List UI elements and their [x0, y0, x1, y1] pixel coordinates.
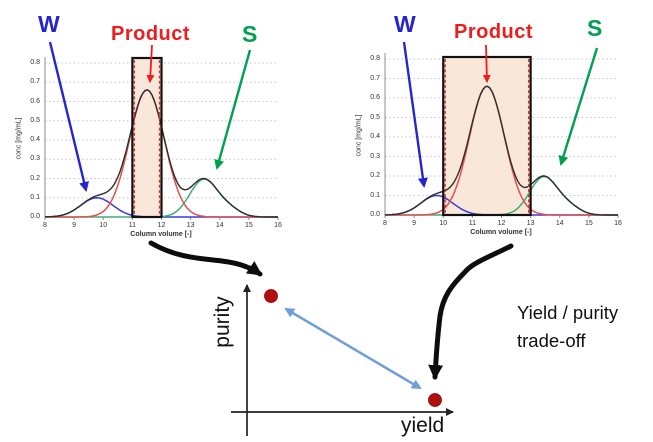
y-tick-label: 0.8	[370, 55, 380, 62]
left-s-arrow	[214, 49, 252, 170]
y-tick-label: 0.7	[30, 78, 40, 86]
left-w-label: W	[38, 11, 61, 37]
y-tick-label: 0.2	[30, 174, 40, 182]
high-purity-low-yield-point	[264, 289, 278, 303]
left-chart-to-point-arrow	[148, 240, 263, 277]
tradeoff-caption-line2: trade-off	[517, 330, 586, 351]
right-w-label: W	[394, 11, 417, 37]
right-product-arrow	[482, 44, 491, 83]
y-tick-label: 0.7	[370, 74, 380, 82]
high-yield-low-purity-point	[428, 393, 442, 407]
y-tick-label: 0.2	[370, 172, 380, 179]
left-product-arrow	[146, 44, 155, 83]
y-tick-label: 0.1	[370, 191, 380, 199]
y-axis-title: conc [mg/mL]	[355, 114, 363, 157]
right-product-label: Product	[454, 21, 534, 43]
y-tick-label: 0.8	[30, 59, 40, 66]
collection-window-border	[131, 56, 163, 219]
x-tick-label: 11	[128, 222, 137, 229]
x-tick-label: 12	[157, 222, 166, 229]
y-tick-label: 0.5	[370, 113, 380, 121]
y-tick-label: 0.3	[30, 155, 40, 163]
y-tick-label: 0.6	[370, 94, 380, 101]
tradeoff-double-arrow	[284, 307, 422, 390]
x-tick-label: 8	[383, 220, 387, 227]
y-tick-label: 0.4	[30, 136, 40, 143]
x-tick-label: 9	[412, 220, 417, 227]
x-tick-label: 8	[43, 222, 47, 229]
x-tick-label: 14	[555, 220, 564, 227]
x-tick-label: 13	[186, 222, 195, 229]
left-chromatogram-chart	[44, 56, 279, 220]
y-axis-title: conc [mg/mL]	[15, 117, 23, 160]
collection-window-fill	[132, 58, 162, 217]
x-tick-label: 12	[497, 220, 506, 227]
x-axis-title: Column volume [-]	[470, 229, 532, 236]
right-w-arrow	[402, 41, 428, 188]
x-tick-label: 10	[439, 220, 448, 227]
y-tick-label: 0.1	[30, 193, 40, 201]
x-axis-title: Column volume [-]	[130, 231, 192, 238]
x-tick-label: 10	[99, 222, 108, 229]
x-tick-label: 16	[614, 220, 622, 227]
tradeoff-caption: Yield / purity trade-off	[517, 299, 618, 355]
x-tick-label: 15	[244, 222, 253, 229]
right-s-arrow	[558, 47, 599, 166]
y-tick-label: 0.5	[30, 116, 40, 124]
right-chart-to-point-arrow	[428, 243, 514, 380]
x-tick-label: 16	[274, 222, 282, 229]
collection-window-fill	[443, 57, 531, 215]
y-tick-label: 0.3	[370, 152, 380, 160]
yield-axis-label: yield	[401, 414, 445, 437]
left-s-label: S	[242, 21, 258, 47]
x-tick-label: 14	[215, 222, 224, 229]
right-chromatogram-chart	[384, 53, 619, 218]
purity-axis-label: purity	[211, 296, 234, 348]
x-tick-label: 15	[584, 220, 593, 227]
x-tick-label: 9	[72, 222, 77, 229]
y-tick-label: 0.0	[30, 213, 40, 220]
curve-total	[384, 85, 618, 216]
tradeoff-caption-line1: Yield / purity	[517, 302, 619, 323]
y-tick-label: 0.0	[370, 211, 380, 218]
y-tick-label: 0.6	[30, 97, 40, 105]
left-w-arrow	[48, 41, 89, 192]
x-tick-label: 11	[468, 220, 477, 227]
y-tick-label: 0.4	[370, 133, 380, 140]
right-s-label: S	[587, 15, 603, 41]
left-product-label: Product	[111, 23, 191, 45]
x-tick-label: 13	[526, 220, 535, 227]
